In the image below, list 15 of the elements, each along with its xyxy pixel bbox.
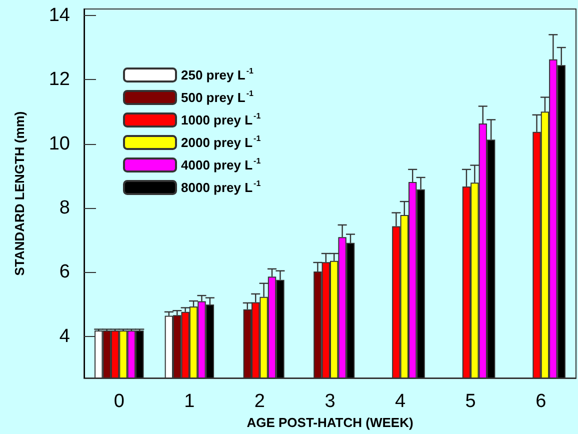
y-tick-label: 14 — [48, 4, 70, 26]
x-tick-label: 0 — [114, 391, 124, 412]
y-tick-label: 10 — [48, 133, 70, 154]
x-tick-label: 2 — [254, 391, 266, 412]
y-tick-label: 4 — [59, 326, 70, 347]
x-axis-title: AGE POST-HATCH (WEEK) — [246, 415, 414, 430]
x-tick-label: 6 — [536, 391, 546, 412]
y-tick-label: 6 — [59, 262, 70, 283]
y-axis-title: STANDARD LENGTH (mm) — [12, 111, 27, 276]
x-tick-label: 3 — [324, 391, 336, 412]
x-tick-label: 5 — [465, 391, 476, 412]
y-tick-label: 8 — [59, 197, 70, 218]
x-tick-label: 1 — [184, 391, 195, 412]
x-tick-label: 4 — [394, 391, 406, 412]
y-tick-label: 12 — [48, 69, 70, 90]
